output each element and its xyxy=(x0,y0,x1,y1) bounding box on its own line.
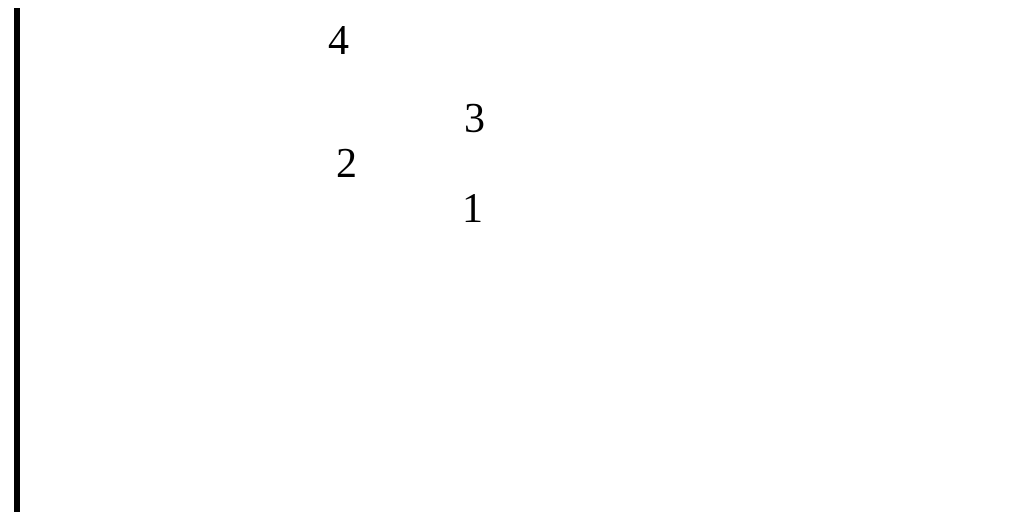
layer-2 xyxy=(14,152,20,176)
layer-4 xyxy=(14,8,20,80)
layer-3 xyxy=(14,80,20,152)
layer-4-label: 4 xyxy=(328,20,349,62)
layer-1-label: 1 xyxy=(462,188,483,230)
layer-1 xyxy=(14,176,20,236)
layer-2-label: 2 xyxy=(336,143,357,185)
substrate-layer xyxy=(14,236,20,512)
layer-3-label: 3 xyxy=(464,98,485,140)
